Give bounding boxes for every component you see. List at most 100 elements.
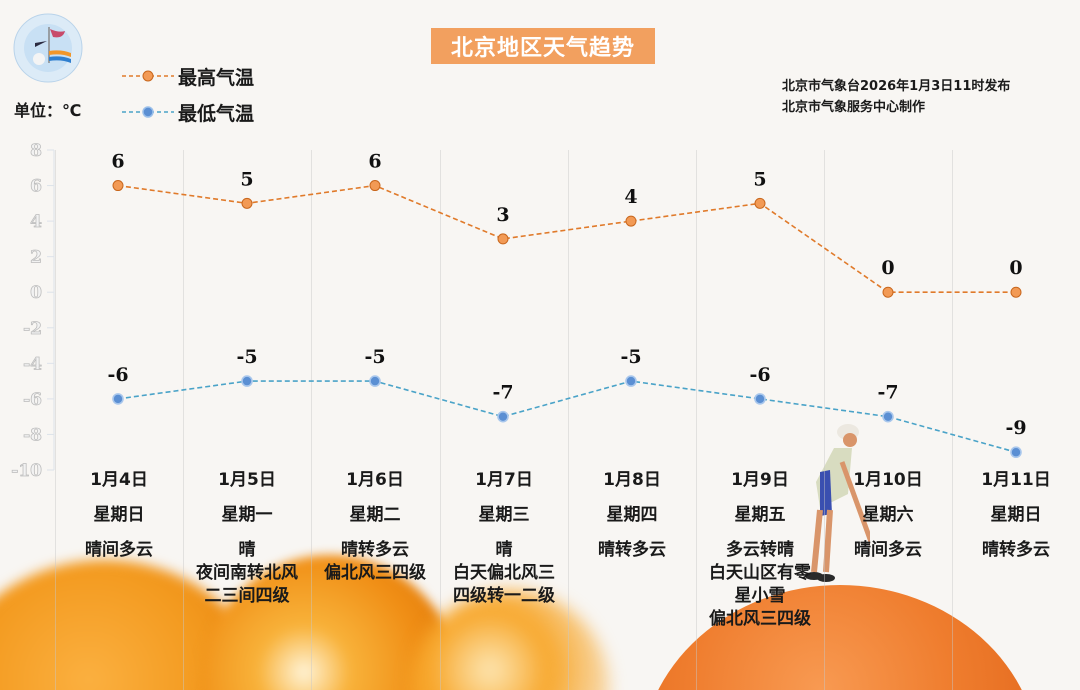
y-tick-label: 0	[30, 283, 42, 303]
day-date: 1月6日	[346, 470, 404, 490]
day-weekday: 星期三	[478, 505, 530, 525]
day-column: 1月10日星期六晴间多云	[824, 465, 952, 562]
day-column: 1月6日星期二晴转多云 偏北风三四级	[311, 465, 439, 585]
column-divider	[952, 150, 953, 690]
low-temp-point	[112, 393, 124, 405]
day-weekday: 星期日	[93, 505, 145, 525]
high-temp-point	[882, 286, 894, 298]
column-divider	[696, 150, 697, 690]
low-temp-value-label: -9	[1005, 417, 1026, 439]
low-temp-point	[241, 375, 253, 387]
chart-legend: 最高气温 最低气温	[122, 58, 254, 130]
issuer-line-1: 北京市气象台2026年1月3日11时发布	[782, 79, 1011, 94]
day-weekday: 星期二	[349, 505, 401, 525]
day-column: 1月8日星期四晴转多云	[568, 465, 696, 562]
day-weather: 晴转多云 偏北风三四级	[324, 540, 426, 583]
day-date: 1月10日	[853, 470, 923, 490]
y-axis: 8 6 4 2 0 -2 -4 -6 -8 -10	[11, 141, 55, 481]
low-temp-point	[497, 410, 509, 423]
day-weekday: 星期六	[862, 505, 914, 525]
low-temp-value-label: -5	[364, 346, 385, 368]
chart-series: 6 5 6 3 4 5 0 0 -6 -5 -5 -7 -5 -6 -7 -9	[107, 151, 1027, 459]
high-temp-point	[497, 233, 509, 245]
column-divider	[568, 150, 569, 690]
low-temp-value-label: -5	[236, 346, 257, 368]
high-temp-value-label: 5	[753, 168, 766, 190]
day-date: 1月11日	[981, 470, 1051, 490]
y-tick-label: -8	[23, 425, 42, 445]
y-tick-label: -2	[23, 319, 42, 339]
low-temp-point	[1010, 446, 1022, 459]
issuer-info: 北京市气象台2026年1月3日11时发布 北京市气象服务中心制作	[782, 76, 1010, 118]
column-divider	[824, 150, 825, 690]
high-temp-value-label: 4	[624, 186, 637, 208]
column-divider	[183, 150, 184, 690]
unit-label: 单位：℃	[14, 101, 82, 120]
y-tick-label: -4	[23, 354, 42, 374]
low-temp-point	[625, 375, 637, 387]
day-column: 1月5日星期一晴 夜间南转北风二三间四级	[183, 465, 311, 608]
low-temp-point	[369, 375, 381, 387]
legend-low-marker-icon	[122, 106, 174, 118]
high-temp-point	[241, 197, 253, 209]
day-weekday: 星期四	[606, 505, 658, 525]
issuer-line-2: 北京市气象服务中心制作	[782, 100, 926, 115]
day-column: 1月4日星期日晴间多云	[55, 465, 183, 562]
day-date: 1月5日	[218, 470, 276, 490]
low-temp-value-label: -7	[492, 382, 513, 404]
day-weather: 多云转晴 白天山区有零星小雪 偏北风三四级	[709, 540, 811, 629]
low-temp-value-label: -6	[107, 364, 128, 386]
column-divider	[311, 150, 312, 690]
day-column: 1月9日星期五多云转晴 白天山区有零星小雪 偏北风三四级	[696, 465, 824, 631]
day-weather: 晴转多云	[598, 540, 666, 560]
low-temp-value-label: -6	[749, 364, 770, 386]
day-weather: 晴 白天偏北风三四级转一二级	[453, 540, 555, 606]
chart-title: 北京地区天气趋势	[431, 28, 655, 64]
y-tick-label: -10	[11, 461, 42, 481]
day-weekday: 星期五	[734, 505, 786, 525]
high-temp-point	[112, 180, 124, 192]
day-date: 1月8日	[603, 470, 661, 490]
legend-label-low: 最低气温	[178, 102, 255, 125]
low-temp-point	[882, 410, 894, 423]
high-temp-line	[117, 184, 1016, 294]
legend-item-high: 最高气温	[122, 58, 254, 94]
high-temp-value-label: 6	[111, 151, 124, 173]
high-temp-point	[1010, 286, 1022, 298]
column-divider	[55, 150, 56, 690]
legend-item-low: 最低气温	[122, 94, 254, 130]
y-tick-label: 2	[30, 248, 42, 268]
high-temp-point	[754, 197, 766, 209]
day-weekday: 星期日	[990, 505, 1042, 525]
day-weekday: 星期一	[221, 505, 273, 525]
day-date: 1月7日	[475, 470, 533, 490]
day-weather: 晴间多云	[854, 540, 922, 560]
high-temp-point	[625, 215, 637, 227]
low-temp-value-label: -5	[620, 346, 641, 368]
day-column: 1月7日星期三晴 白天偏北风三四级转一二级	[440, 465, 568, 608]
y-tick-label: 8	[30, 141, 42, 161]
y-tick-label: 6	[30, 177, 42, 197]
high-temp-value-label: 3	[496, 204, 509, 226]
high-temp-value-label: 0	[1009, 257, 1022, 279]
legend-label-high: 最高气温	[178, 66, 255, 89]
high-temp-value-label: 0	[881, 257, 894, 279]
meteorological-service-logo-icon	[13, 13, 83, 83]
high-temp-value-label: 6	[368, 151, 381, 173]
column-divider	[440, 150, 441, 690]
day-weather: 晴 夜间南转北风二三间四级	[196, 540, 298, 606]
day-weather: 晴转多云	[982, 540, 1050, 560]
y-tick-label: 4	[30, 212, 42, 232]
y-tick-label: -6	[23, 390, 42, 410]
day-weather: 晴间多云	[85, 540, 153, 560]
legend-high-marker-icon	[122, 70, 174, 82]
high-temp-value-label: 5	[240, 168, 253, 190]
day-date: 1月4日	[90, 470, 148, 490]
low-temp-point	[754, 393, 766, 405]
day-date: 1月9日	[731, 470, 789, 490]
low-temp-line	[117, 380, 1017, 453]
day-column: 1月11日星期日晴转多云	[952, 465, 1080, 562]
high-temp-point	[369, 180, 381, 192]
low-temp-value-label: -7	[877, 382, 898, 404]
